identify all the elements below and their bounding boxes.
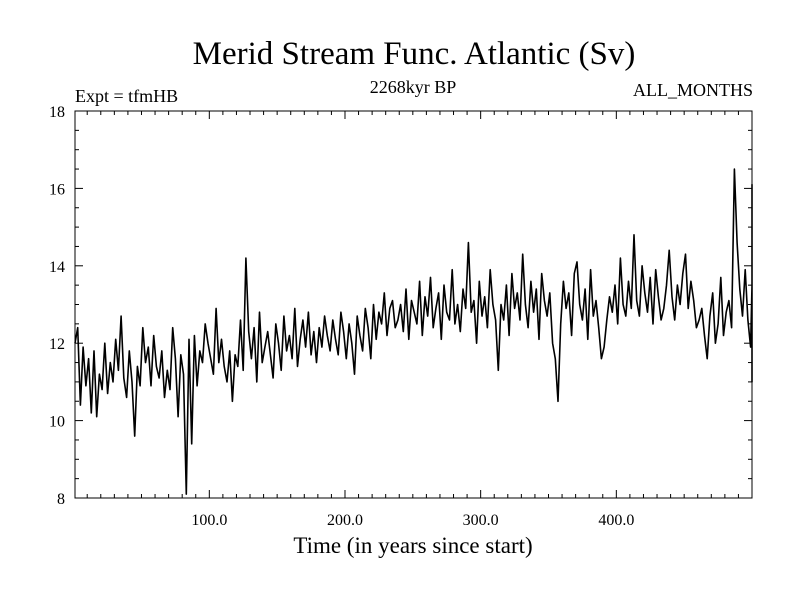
x-tick-label: 200.0 [327, 512, 363, 529]
y-tick-label: 14 [49, 259, 65, 276]
period-label: 2268kyr BP [370, 77, 457, 97]
x-axis-label: Time (in years since start) [293, 533, 532, 558]
x-axis-tick-labels: 100.0 200.0 300.0 400.0 [191, 512, 634, 529]
plot-frame [74, 110, 753, 499]
y-tick-label: 16 [49, 181, 65, 198]
experiment-label: Expt = tfmHB [75, 86, 178, 106]
x-tick-label: 100.0 [191, 512, 227, 529]
axis-ticks [75, 110, 753, 499]
y-tick-label: 18 [49, 104, 65, 121]
chart-title: Merid Stream Func. Atlantic (Sv) [193, 36, 636, 72]
y-tick-label: 10 [49, 414, 65, 431]
series-line [74, 168, 753, 495]
x-tick-label: 300.0 [463, 512, 499, 529]
y-tick-label: 8 [57, 491, 65, 508]
y-axis-tick-labels: 8 10 12 14 16 18 [49, 104, 65, 508]
y-tick-label: 12 [49, 336, 65, 353]
months-label: ALL_MONTHS [633, 80, 753, 100]
x-tick-label: 400.0 [598, 512, 634, 529]
